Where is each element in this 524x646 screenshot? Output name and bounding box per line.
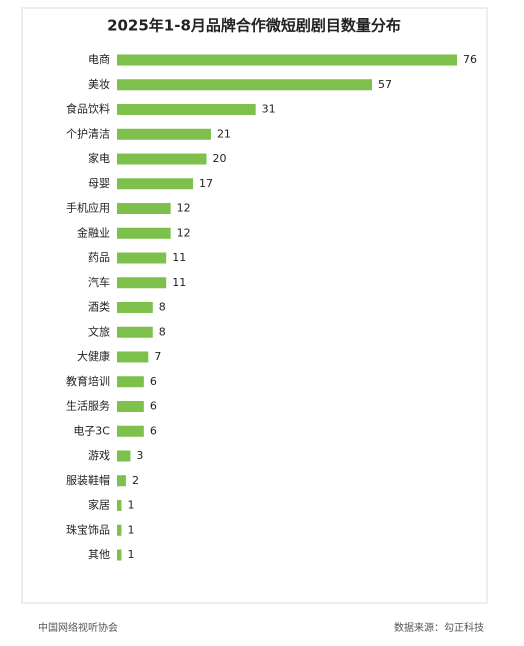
category-label: 服装鞋帽 [66, 473, 110, 487]
bar [117, 500, 122, 511]
category-label: 美妆 [88, 78, 110, 91]
bar [117, 376, 144, 388]
category-label: 汽车 [88, 275, 110, 289]
value-label: 1 [127, 523, 134, 536]
bar [117, 153, 207, 165]
category-label: 酒类 [88, 300, 110, 314]
bar [117, 475, 126, 487]
bar [117, 203, 171, 214]
footer-left: 中国网络视听协会 [38, 621, 118, 634]
value-label: 17 [199, 177, 213, 190]
category-label: 生活服务 [66, 399, 110, 413]
bar [117, 524, 122, 536]
value-label: 12 [177, 226, 191, 239]
value-label: 12 [177, 202, 191, 215]
value-label: 76 [463, 53, 477, 66]
value-label: 1 [127, 548, 134, 561]
value-label: 31 [262, 103, 276, 116]
value-label: 1 [127, 499, 134, 512]
value-label: 8 [159, 301, 166, 314]
value-label: 3 [136, 449, 143, 462]
value-label: 7 [154, 350, 161, 363]
category-label: 药品 [88, 251, 110, 264]
bar [117, 277, 167, 289]
value-label: 20 [212, 152, 226, 165]
category-label: 游戏 [88, 449, 110, 462]
bar [117, 425, 144, 437]
bar [117, 54, 457, 66]
category-label: 珠宝饰品 [66, 522, 110, 536]
value-label: 11 [172, 276, 186, 289]
category-label: 教育培训 [66, 374, 110, 388]
bar [117, 128, 211, 140]
bar [117, 450, 131, 462]
bar [117, 549, 122, 561]
category-label: 金融业 [77, 225, 110, 239]
value-label: 2 [132, 474, 139, 487]
bar [117, 178, 194, 190]
bar [117, 326, 153, 338]
category-label: 手机应用 [66, 201, 110, 215]
bar [117, 79, 372, 91]
category-label: 电商 [88, 52, 110, 66]
bar [117, 227, 171, 239]
bar [117, 401, 144, 412]
category-label: 其他 [88, 548, 110, 561]
value-label: 21 [217, 127, 231, 140]
value-label: 57 [378, 78, 392, 91]
chart-title: 2025年1-8月品牌合作微短剧剧目数量分布 [107, 17, 401, 35]
category-label: 电子3C [73, 424, 110, 437]
footer-right: 数据来源：勾正科技 [394, 621, 484, 634]
category-label: 家居 [88, 498, 110, 512]
value-label: 8 [159, 325, 166, 338]
category-label: 母婴 [88, 177, 110, 190]
value-label: 11 [172, 251, 186, 264]
category-label: 家电 [88, 151, 110, 165]
category-label: 文旅 [88, 324, 110, 338]
category-label: 个护清洁 [66, 126, 110, 140]
value-label: 6 [150, 375, 157, 388]
category-label: 大健康 [77, 349, 110, 363]
bar [117, 351, 149, 363]
category-label: 食品饮料 [66, 102, 110, 116]
value-label: 6 [150, 424, 157, 437]
bar [117, 104, 256, 115]
bar [117, 252, 167, 264]
value-label: 6 [150, 400, 157, 413]
bar [117, 302, 153, 313]
